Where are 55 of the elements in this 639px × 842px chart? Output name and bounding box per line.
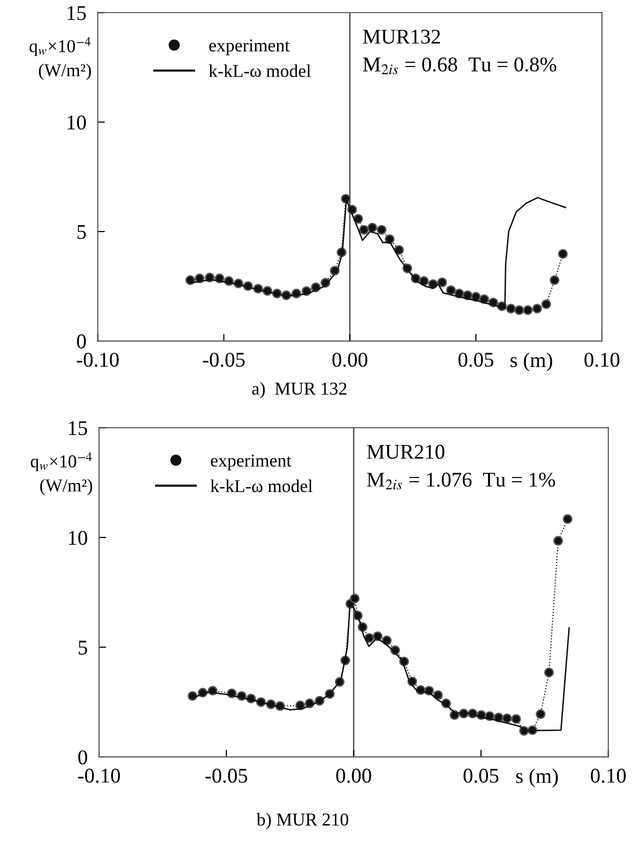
x-tick-label: 0.10 bbox=[584, 352, 620, 367]
x-tick-label: 0.05 bbox=[458, 352, 494, 367]
x-tick-label: -0.05 bbox=[202, 352, 245, 367]
text: q$_{w}$×10$^{−4}$ (W/m²) bbox=[30, 452, 92, 496]
x-axis-title: s (m) bbox=[510, 352, 552, 372]
legend-label: k-kL-ω model bbox=[210, 479, 312, 492]
x-tick-label: 0.10 bbox=[590, 768, 626, 783]
y-tick-label: 0 bbox=[77, 334, 86, 348]
point bbox=[553, 536, 564, 546]
y-tick-label: 10 bbox=[68, 530, 88, 545]
point bbox=[340, 194, 351, 204]
y-tick-label: 10 bbox=[68, 115, 86, 130]
point bbox=[185, 275, 196, 286]
x-tick-label: -0.10 bbox=[76, 352, 119, 367]
legend-label: experiment bbox=[209, 39, 290, 56]
y-tick-label: 5 bbox=[78, 640, 88, 655]
point bbox=[384, 234, 395, 244]
point bbox=[446, 285, 456, 296]
x-axis-title: s (m) bbox=[516, 768, 558, 788]
point bbox=[544, 668, 554, 678]
y-tick-label: 15 bbox=[68, 6, 86, 20]
point bbox=[541, 299, 552, 310]
text: q$_{w}$×10$^{−4}$ (W/m²) bbox=[30, 37, 91, 80]
point bbox=[532, 304, 542, 314]
point bbox=[514, 305, 524, 316]
x-tick-label: 0.00 bbox=[336, 768, 372, 783]
annotation: MUR210 bbox=[367, 444, 444, 459]
point bbox=[550, 275, 560, 286]
point bbox=[376, 224, 386, 235]
x-tick-label: 0.05 bbox=[464, 768, 498, 783]
annotation: MUR132 bbox=[363, 30, 440, 44]
y-tick-label: 15 bbox=[68, 421, 88, 436]
point bbox=[394, 245, 404, 255]
point bbox=[562, 514, 572, 524]
y-tick-label: 0 bbox=[78, 750, 88, 764]
point bbox=[506, 304, 516, 314]
point bbox=[359, 224, 369, 235]
point bbox=[536, 709, 546, 720]
point bbox=[367, 222, 378, 232]
point bbox=[511, 714, 522, 724]
point bbox=[502, 713, 512, 724]
point bbox=[522, 305, 533, 316]
point bbox=[437, 277, 447, 288]
y-tick-label: 5 bbox=[77, 225, 86, 239]
x-tick-label: 0.00 bbox=[332, 352, 368, 367]
point bbox=[350, 594, 360, 604]
x-tick-label: -0.10 bbox=[78, 768, 120, 783]
point bbox=[558, 249, 568, 259]
x-tick-label: -0.05 bbox=[205, 768, 248, 783]
legend-label: k-kL-ω model bbox=[208, 64, 311, 78]
legend-label: experiment bbox=[210, 454, 292, 470]
annotation: M$_{2is}$ = 0.68 Tu = 0.8% bbox=[363, 57, 556, 74]
text: b) MUR 210 bbox=[256, 812, 348, 830]
annotation: M$_{2is}$ = 1.076 Tu = 1% bbox=[367, 472, 556, 490]
text: a) MUR 132 bbox=[252, 382, 346, 398]
